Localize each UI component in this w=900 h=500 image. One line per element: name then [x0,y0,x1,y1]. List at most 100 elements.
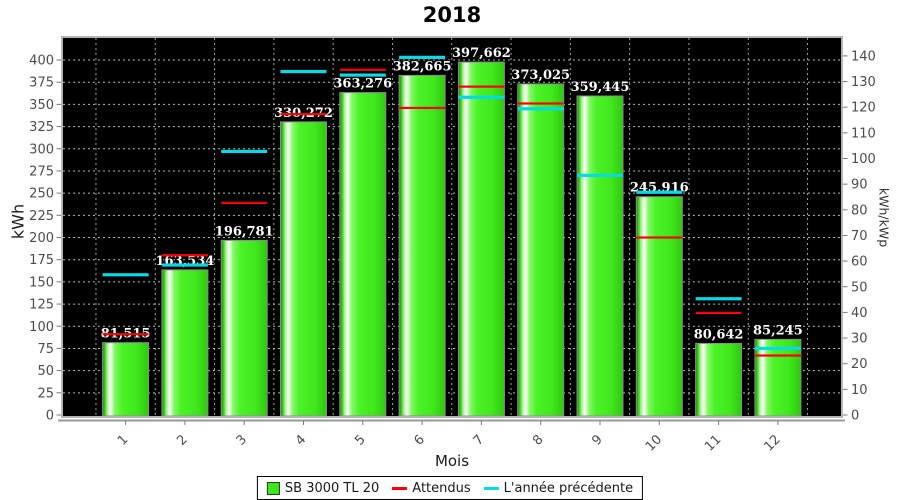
right-axis-title: kWh/kWp [876,187,892,248]
right-axis-tick-label: 40 [851,306,868,321]
left-axis-tick-label: 400 [29,54,54,69]
right-axis-tick-label: 140 [851,49,876,64]
left-axis-tick-label: 275 [29,164,54,179]
x-axis-tick-label-9: 9 [589,432,605,448]
bar-value-label-7: 397,662 [452,46,511,61]
left-axis-tick-label: 50 [37,364,54,379]
x-axis-tick-label-5: 5 [352,432,368,448]
legend-item-expected: Attendus [392,480,471,496]
previous-year-marker-month-6 [399,55,446,59]
left-axis-tick-label: 175 [29,253,54,268]
x-axis-tick-label-7: 7 [471,432,487,448]
x-axis-tick-label-2: 2 [174,432,190,448]
expected-marker-month-7 [458,85,505,88]
x-axis-tick-label-1: 1 [115,432,131,448]
expected-marker-month-5 [339,68,386,71]
expected-marker-month-3 [221,201,268,204]
bar-value-label-8: 373,025 [511,68,570,83]
previous-year-marker-month-4 [280,69,327,74]
right-axis-tick-label: 50 [851,280,868,295]
legend-item-previous-year: L'année précédente [483,480,634,496]
x-axis-tick-label-4: 4 [293,432,309,448]
previous-year-marker-month-1 [102,273,149,277]
right-axis-tick-label: 100 [851,152,876,167]
left-axis-tick-label: 0 [46,409,54,424]
bar-value-label-12: 85,245 [753,323,803,338]
legend-label: Attendus [412,480,471,496]
bar-value-label-3: 196,781 [215,224,274,239]
left-axis-tick-label: 100 [29,320,54,335]
right-axis-tick-label: 80 [851,203,868,218]
plot-frame [61,36,843,418]
right-axis-tick-label: 120 [851,101,876,116]
expected-marker-month-6 [399,106,446,110]
previous-year-marker-month-3 [221,149,268,154]
previous-year-marker-month-9 [577,173,623,177]
left-axis-tick-label: 350 [29,98,54,113]
bar-month-7 [457,61,505,417]
left-axis-tick-label: 200 [29,231,54,246]
x-axis-tick-label-3: 3 [234,432,250,448]
previous-year-marker-month-10 [636,190,683,194]
right-axis-tick-label: 110 [851,126,876,141]
bar-month-12 [754,338,802,417]
right-axis-tick-label: 90 [851,178,868,193]
right-axis-tick-label: 10 [851,383,868,398]
bar-month-4 [280,121,327,417]
left-axis-tick-label: 300 [29,142,54,157]
right-axis-tick-label: 70 [851,229,868,244]
expected-marker-month-12 [754,354,801,357]
left-axis-tick-label: 225 [29,209,54,224]
bar-series-swatch [266,481,280,495]
bar-month-9 [576,95,624,417]
previous-year-marker-month-11 [695,297,742,301]
left-axis-tick-label: 75 [37,342,54,357]
previous-year-marker-month-8 [517,107,564,111]
bar-month-1 [102,342,150,417]
right-axis-tick-label: 30 [851,332,868,347]
legend-label: SB 3000 TL 20 [284,480,380,496]
legend-label: L'année précédente [503,480,634,496]
x-axis-tick-label-6: 6 [411,432,427,448]
expected-marker-month-1 [102,333,149,336]
expected-marker-month-2 [161,254,208,257]
expected-marker-month-8 [517,102,564,105]
legend: SB 3000 TL 20 Attendus L'année précédent… [256,476,644,500]
left-axis-tick-label: 375 [29,76,54,91]
right-axis-tick-label: 130 [851,75,876,90]
left-axis-tick-label: 250 [29,187,54,202]
bar-value-label-11: 80,642 [694,327,744,342]
right-axis-tick-label: 60 [851,255,868,270]
bar-month-3 [220,239,268,417]
expected-marker-month-4 [280,113,327,116]
bar-value-label-9: 359,445 [571,80,630,95]
bar-month-11 [695,342,743,417]
left-axis-tick-label: 150 [29,275,54,290]
x-axis-tick-label-8: 8 [530,432,546,448]
previous-year-marker-month-12 [754,346,801,351]
previous-year-line-swatch [483,486,499,490]
left-axis-tick-label: 125 [29,298,54,313]
legend-item-production: SB 3000 TL 20 [266,480,380,496]
expected-marker-month-10 [636,236,683,239]
previous-year-marker-month-2 [161,263,208,267]
bar-month-10 [635,196,683,417]
previous-year-marker-month-7 [458,95,505,99]
bar-month-6 [398,74,446,417]
left-axis-title: kWh [8,203,28,240]
left-axis-tick-label: 25 [37,386,54,401]
expected-line-swatch [392,486,408,490]
bar-month-8 [517,83,565,417]
x-axis-title: Mois [434,452,470,470]
expected-marker-month-11 [695,311,742,315]
bar-value-label-5: 363,276 [333,77,392,92]
bar-month-5 [339,92,387,417]
chart-title: 2018 [422,3,482,27]
bar-month-2 [161,269,209,417]
right-axis-tick-label: 0 [851,409,859,424]
bar-value-label-6: 382,665 [393,59,452,74]
previous-year-marker-month-5 [339,73,386,77]
left-axis-tick-label: 325 [29,120,54,135]
